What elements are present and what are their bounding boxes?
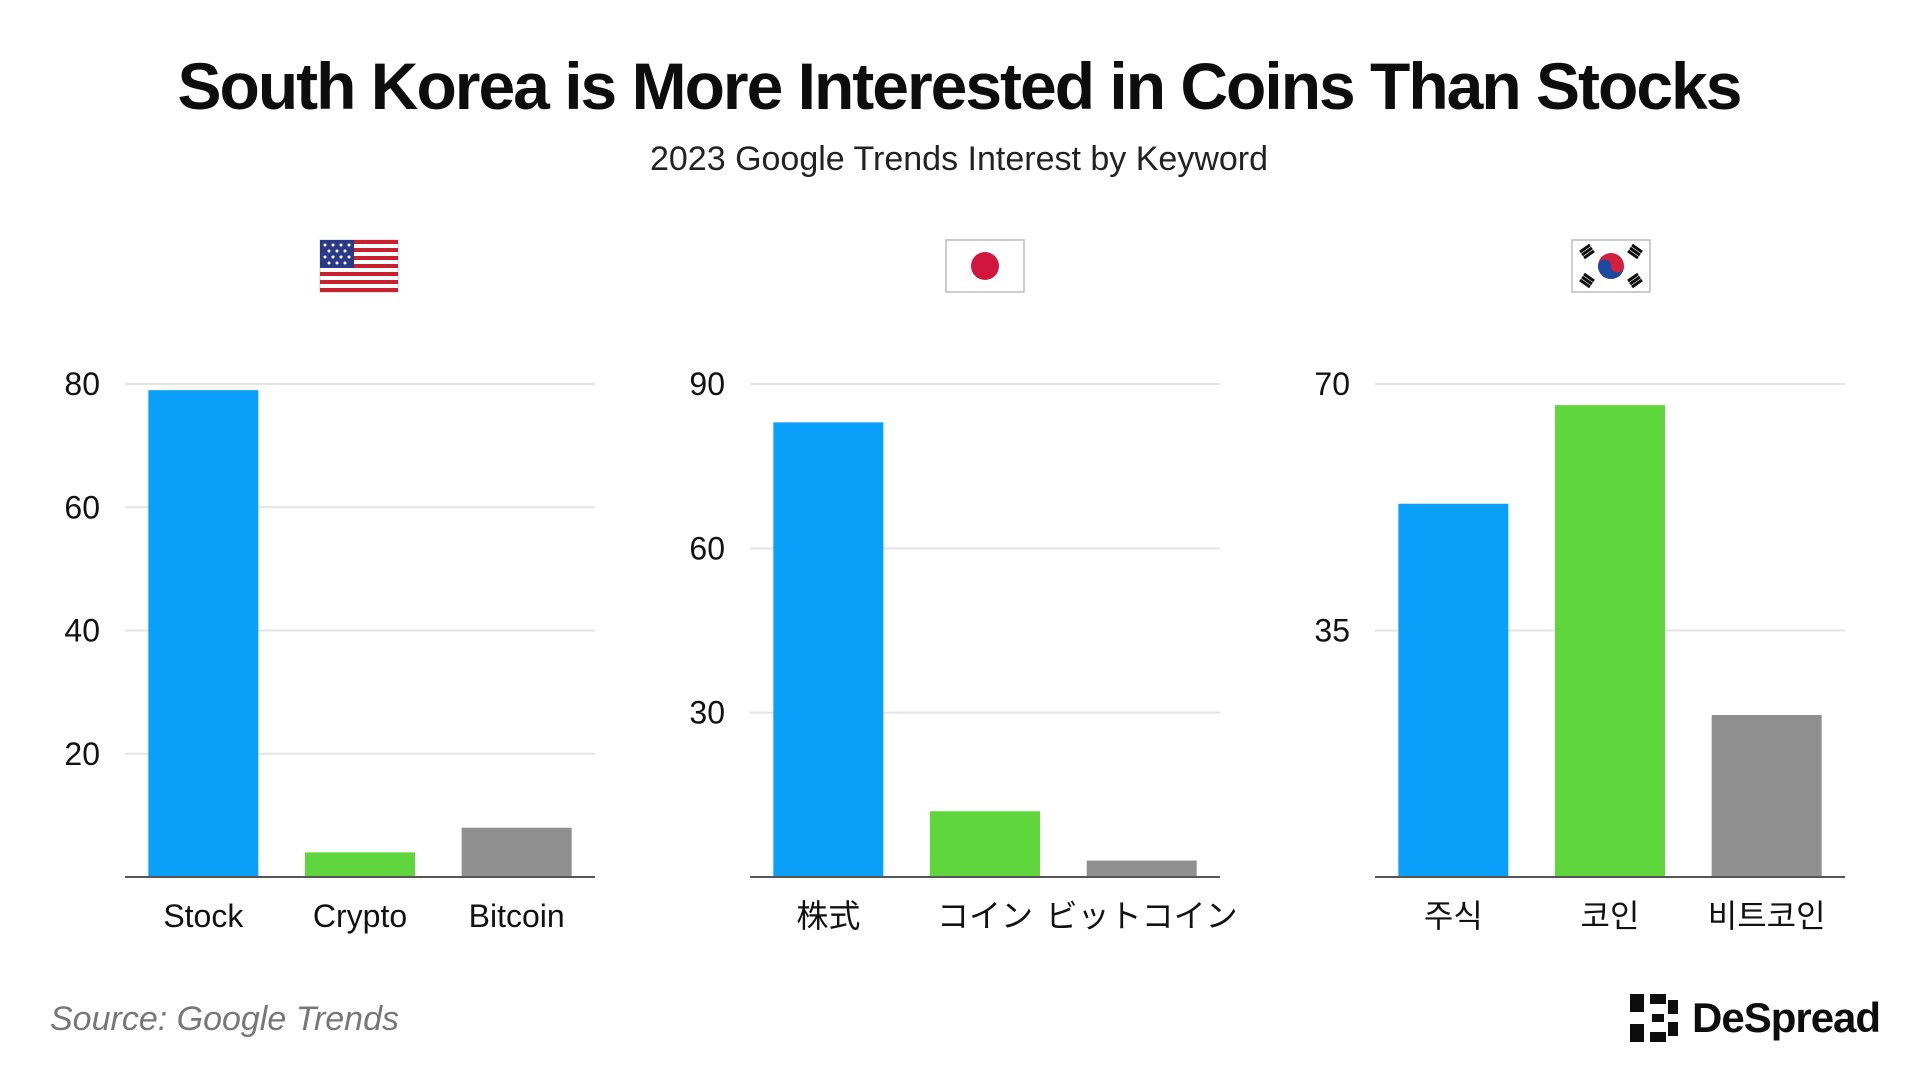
y-tick-label: 35 [1314, 613, 1350, 649]
category-label: Crypto [313, 898, 407, 934]
category-label: コイン [937, 898, 1033, 934]
bar [305, 852, 416, 877]
category-label: 비트코인 [1708, 898, 1826, 934]
japan-flag-icon [945, 239, 1025, 293]
chart-title: South Korea is More Interested in Coins … [177, 49, 1743, 123]
category-label: 株式 [796, 898, 860, 934]
y-tick-label: 90 [689, 366, 725, 402]
bar [461, 827, 572, 877]
category-label: Bitcoin [469, 898, 565, 934]
brand-name: DeSpread [1692, 994, 1881, 1041]
category-label: 주식 [1424, 898, 1483, 934]
bar [1086, 860, 1197, 877]
y-tick-label: 40 [64, 613, 100, 649]
category-label: Stock [163, 898, 244, 934]
y-tick-label: 70 [1314, 366, 1350, 402]
chart-subtitle: 2023 Google Trends Interest by Keyword [649, 140, 1269, 178]
y-tick-label: 20 [64, 736, 100, 772]
y-tick-label: 60 [689, 530, 725, 566]
us-flag-icon [319, 239, 399, 293]
category-label: 코인 [1581, 898, 1640, 934]
source-note: Source: Google Trends [50, 1000, 399, 1038]
despread-logo-icon [1630, 994, 1678, 1042]
bar [1711, 715, 1822, 877]
bar [1398, 503, 1509, 877]
bar [148, 390, 259, 877]
south-korea-flag-icon [1571, 239, 1651, 293]
bar [1555, 405, 1666, 877]
y-tick-label: 30 [689, 695, 725, 731]
bar [930, 811, 1041, 877]
category-label: ビットコイン [1046, 898, 1238, 934]
y-tick-label: 80 [64, 366, 100, 402]
y-tick-label: 60 [64, 489, 100, 525]
bar [773, 422, 884, 877]
brand-logo: DeSpread [1630, 990, 1881, 1046]
